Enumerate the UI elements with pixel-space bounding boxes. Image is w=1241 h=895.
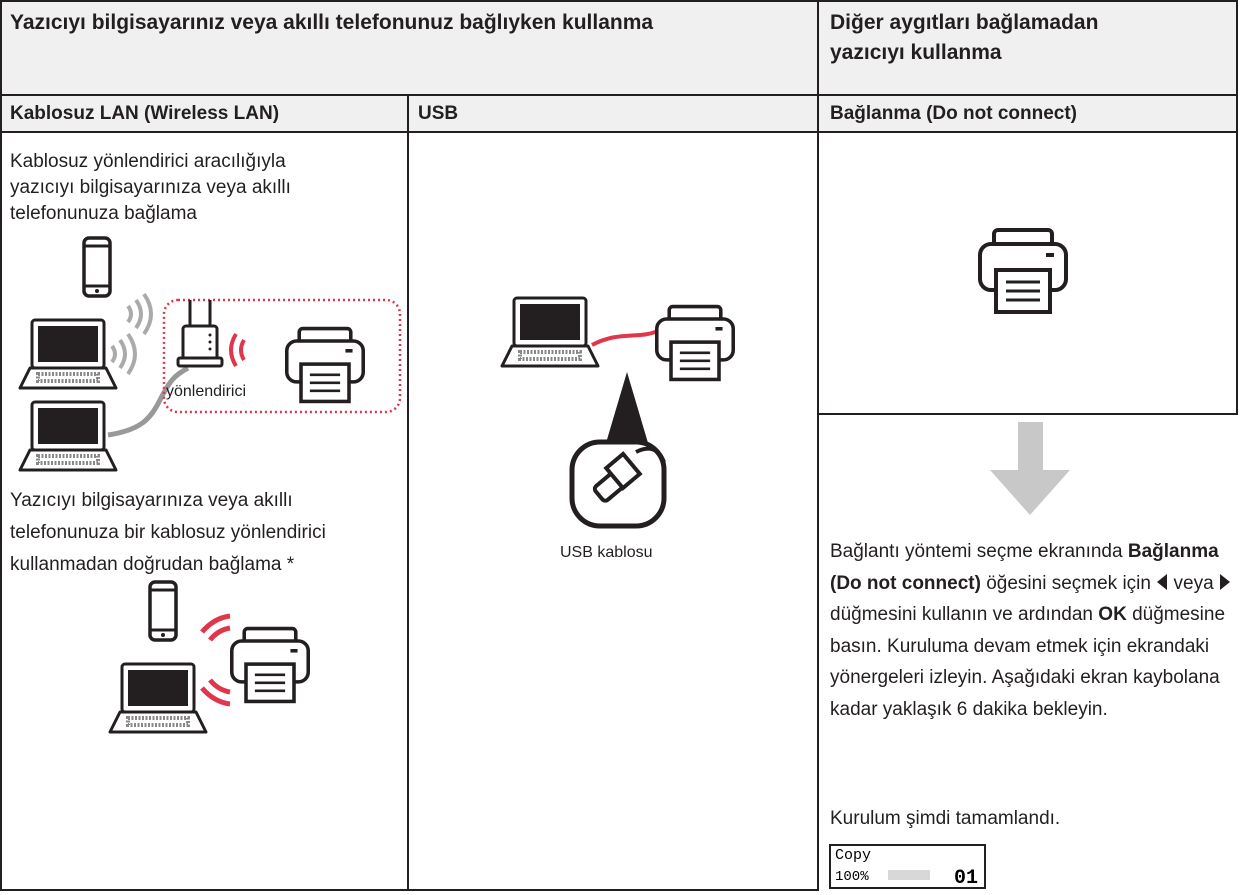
bold-text: Bağlanma (Do not connect)	[830, 541, 1219, 594]
phone-icon	[82, 236, 112, 298]
column-label: Bağlanma (Do not connect)	[830, 103, 1078, 124]
text: düğmesine basın. Kuruluma devam etmek iç…	[830, 604, 1226, 720]
printer-icon	[230, 626, 310, 704]
lcd-mode: Copy	[835, 847, 871, 864]
header-left: Yazıcıyı bilgisayarınız veya akıllı tele…	[10, 11, 654, 34]
cable-label: USB kablosu	[560, 544, 653, 561]
lcd-zoom: 100%	[835, 869, 869, 885]
cable	[107, 365, 190, 438]
column-label: USB	[418, 103, 459, 124]
text: veya	[1168, 572, 1219, 594]
bold-text: OK	[1098, 604, 1127, 625]
wifi-waves-red	[200, 613, 231, 707]
text: düğmesini kullanın ve ardından	[830, 604, 1099, 625]
phone-icon	[148, 580, 178, 642]
laptop-icon	[18, 318, 118, 390]
instructions: Bağlantı yöntemi seçme ekranında Bağlanm…	[830, 536, 1235, 725]
method-text: Kablosuz yönlendirici aracılığıyla yazıc…	[10, 151, 291, 224]
column-label: Kablosuz LAN (Wireless LAN)	[10, 103, 280, 124]
text: Bağlantı yöntemi seçme ekranında	[830, 541, 1128, 562]
down-arrow	[990, 422, 1070, 515]
laptop-icon	[108, 662, 208, 734]
right-arrow-icon	[1219, 573, 1230, 590]
header-bg	[1, 1, 1237, 132]
printer-icon	[285, 326, 365, 404]
lcd-screen: Copy 100% 01	[829, 844, 986, 890]
router-label: yönlendirici	[166, 383, 247, 400]
laptop-icon	[18, 400, 118, 472]
printer-icon	[978, 228, 1068, 314]
dotted-frame	[162, 298, 402, 414]
method-text: Yazıcıyı bilgisayarınıza veya akıllı tel…	[10, 490, 326, 575]
laptop-icon	[500, 296, 600, 368]
left-arrow-icon	[1157, 573, 1168, 590]
completion-text: Kurulum şimdi tamamlandı.	[830, 808, 1061, 829]
usb-connector	[569, 439, 667, 529]
header-right: Diğer aygıtları bağlamadan yazıcıyı kull…	[830, 11, 1099, 64]
lcd-copies: 01	[954, 867, 978, 890]
wifi-waves-red	[229, 332, 246, 368]
text: öğesini seçmek için	[980, 572, 1157, 594]
printer-icon	[655, 304, 735, 382]
usb-cable	[591, 328, 661, 347]
router-icon	[176, 300, 224, 368]
wifi-waves	[110, 292, 153, 376]
